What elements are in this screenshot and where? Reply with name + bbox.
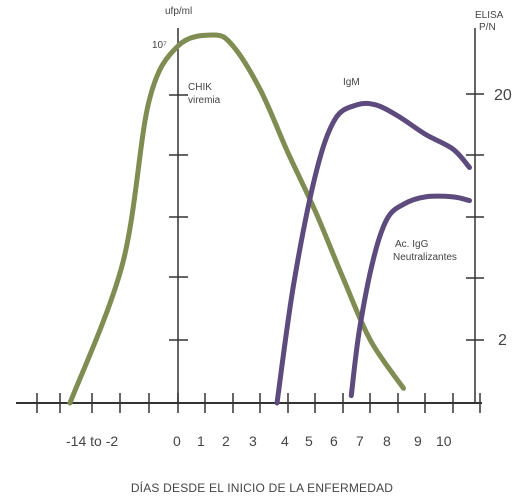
x-tick-marks (36, 393, 481, 413)
series-label-chik: CHIK (188, 82, 212, 93)
x-tick-label-1: 1 (197, 433, 205, 449)
series-label-ac-igg: Ac. IgG (395, 239, 429, 250)
x-tick-label-range: -14 to -2 (66, 433, 118, 449)
series-igg-line (348, 193, 472, 399)
right-axis-tick-marks (466, 93, 484, 341)
x-tick-label-0: 0 (173, 433, 181, 449)
left-axis-unit-label: ufp/ml (165, 6, 192, 17)
x-tick-label-10: 10 (436, 433, 452, 449)
right-axis-title-line1: ELISA (475, 10, 504, 21)
left-axis-tick-marks (169, 94, 188, 341)
x-tick-label-9: 9 (414, 433, 422, 449)
right-axis-tick-label-2: 2 (498, 332, 507, 349)
x-tick-label-4: 4 (281, 433, 289, 449)
x-tick-label-8: 8 (383, 433, 391, 449)
x-tick-label-5: 5 (305, 433, 313, 449)
series-igm-line (274, 100, 472, 406)
series-label-neutralizantes: Neutralizantes (393, 252, 457, 263)
x-tick-label-7: 7 (356, 433, 364, 449)
series-chik-viremia-line (67, 32, 406, 406)
x-axis-title: DÍAS DESDE EL INICIO DE LA ENFERMEDAD (131, 480, 393, 495)
right-axis-tick-label-20: 20 (494, 87, 512, 104)
x-tick-label-2: 2 (222, 433, 230, 449)
right-axis-title-line2: P/N (479, 22, 496, 33)
x-tick-label-6: 6 (330, 433, 338, 449)
x-tick-label-3: 3 (249, 433, 257, 449)
left-axis-top-tick-label: 10⁷ (152, 40, 167, 51)
series-label-viremia: viremia (188, 95, 221, 106)
series-label-igm: IgM (343, 77, 360, 88)
